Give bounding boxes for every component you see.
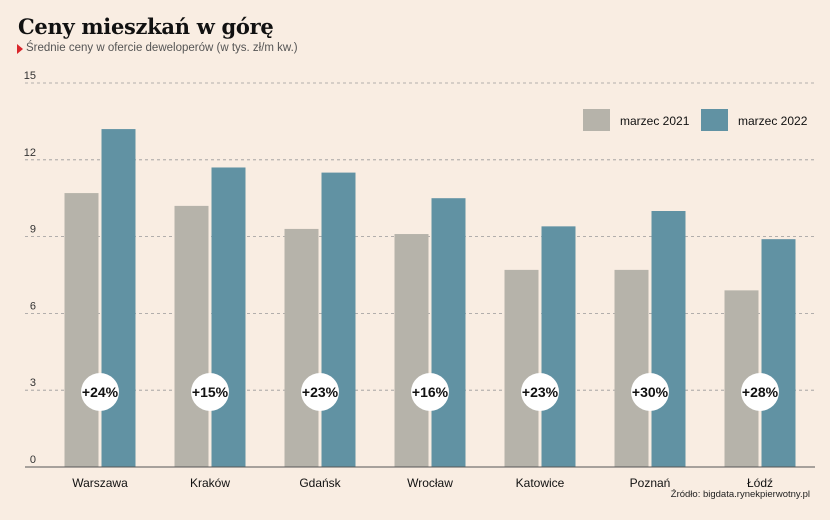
bar-2022 — [211, 167, 246, 468]
y-tick-label: 6 — [30, 300, 36, 312]
category-label: Katowice — [516, 476, 565, 490]
bar-2021 — [64, 193, 99, 467]
change-label: +16% — [412, 384, 449, 400]
y-tick-label: 12 — [24, 147, 36, 159]
bar-2021 — [394, 234, 429, 467]
change-badge — [301, 373, 339, 411]
legend-label-2022: marzec 2022 — [738, 114, 808, 128]
legend-swatch-2022 — [701, 109, 728, 131]
legend-swatch-2021 — [583, 109, 610, 131]
bar-2021 — [504, 269, 539, 467]
y-tick-label: 15 — [24, 70, 36, 82]
bar-2021 — [174, 205, 209, 467]
change-badge — [81, 373, 119, 411]
change-label: +24% — [82, 384, 119, 400]
bar-2022 — [431, 198, 466, 467]
bar-2021 — [284, 228, 319, 467]
bar-2021 — [614, 269, 649, 467]
change-badge — [521, 373, 559, 411]
bar-2022 — [321, 172, 356, 467]
y-tick-label: 0 — [30, 454, 36, 466]
category-label: Warszawa — [72, 476, 128, 490]
category-label: Łódź — [747, 476, 773, 490]
chart-title: Ceny mieszkań w górę — [18, 14, 274, 39]
bar-2022 — [101, 129, 136, 467]
chart-subtitle: Średnie ceny w ofercie deweloperów (w ty… — [26, 42, 298, 54]
change-badge — [191, 373, 229, 411]
category-label: Gdańsk — [299, 476, 341, 490]
category-label: Poznań — [630, 476, 671, 490]
change-badge — [741, 373, 779, 411]
bar-2022 — [761, 239, 796, 467]
y-tick-label: 9 — [30, 224, 36, 236]
change-badge — [411, 373, 449, 411]
bar-2022 — [651, 211, 686, 467]
bar-2022 — [541, 226, 576, 467]
change-label: +23% — [302, 384, 339, 400]
change-label: +30% — [632, 384, 669, 400]
change-badge — [631, 373, 669, 411]
y-tick-label: 3 — [30, 377, 36, 389]
subtitle-marker-icon — [17, 44, 23, 54]
change-label: +15% — [192, 384, 229, 400]
source-note: Źródło: bigdata.rynekpierwotny.pl — [670, 489, 810, 500]
change-label: +23% — [522, 384, 559, 400]
category-label: Wrocław — [407, 476, 453, 490]
category-label: Kraków — [190, 476, 230, 490]
legend-label-2021: marzec 2021 — [620, 114, 690, 128]
change-label: +28% — [742, 384, 779, 400]
